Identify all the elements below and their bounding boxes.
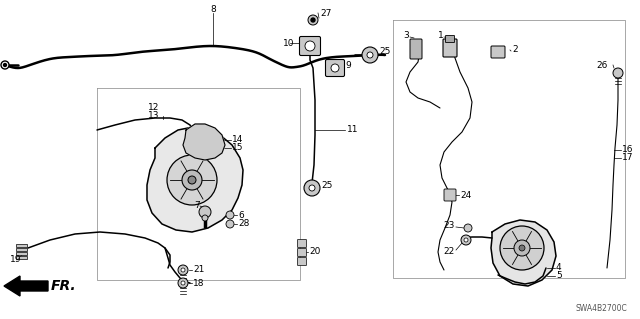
FancyBboxPatch shape — [445, 35, 454, 42]
FancyBboxPatch shape — [300, 36, 321, 56]
Text: 1: 1 — [438, 32, 444, 41]
FancyBboxPatch shape — [326, 60, 344, 77]
Circle shape — [181, 268, 185, 272]
Polygon shape — [491, 220, 556, 286]
Circle shape — [226, 211, 234, 219]
Circle shape — [304, 180, 320, 196]
Circle shape — [3, 63, 6, 66]
Circle shape — [464, 224, 472, 232]
Circle shape — [181, 281, 185, 285]
Text: 24: 24 — [460, 190, 471, 199]
Circle shape — [308, 15, 318, 25]
FancyBboxPatch shape — [16, 252, 27, 255]
FancyBboxPatch shape — [444, 189, 456, 201]
Text: 8: 8 — [210, 5, 216, 14]
Circle shape — [305, 41, 315, 51]
Circle shape — [309, 185, 315, 191]
FancyBboxPatch shape — [443, 39, 457, 57]
Circle shape — [500, 226, 544, 270]
Text: 14: 14 — [232, 136, 243, 145]
FancyBboxPatch shape — [298, 240, 307, 248]
Circle shape — [331, 64, 339, 72]
Text: 10: 10 — [283, 39, 294, 48]
FancyBboxPatch shape — [298, 257, 307, 265]
Circle shape — [188, 176, 196, 184]
Circle shape — [178, 265, 188, 275]
FancyBboxPatch shape — [16, 244, 27, 247]
Text: 23: 23 — [444, 221, 455, 231]
FancyBboxPatch shape — [16, 256, 27, 259]
Circle shape — [464, 238, 468, 242]
Text: 3: 3 — [403, 32, 409, 41]
Text: 28: 28 — [238, 219, 250, 228]
Text: 6: 6 — [238, 211, 244, 219]
FancyBboxPatch shape — [491, 46, 505, 58]
Polygon shape — [183, 124, 225, 160]
Polygon shape — [147, 127, 243, 232]
Text: 27: 27 — [320, 9, 332, 18]
Circle shape — [514, 240, 530, 256]
Circle shape — [199, 206, 211, 218]
Text: 20: 20 — [309, 248, 321, 256]
FancyBboxPatch shape — [298, 249, 307, 256]
Circle shape — [182, 170, 202, 190]
Text: 15: 15 — [232, 144, 243, 152]
Circle shape — [311, 18, 315, 22]
Text: FR.: FR. — [51, 279, 77, 293]
Circle shape — [461, 235, 471, 245]
Text: SWA4B2700C: SWA4B2700C — [575, 304, 627, 313]
Text: 18: 18 — [193, 278, 205, 287]
Text: 4: 4 — [556, 263, 562, 272]
Circle shape — [1, 61, 9, 69]
Circle shape — [202, 215, 208, 221]
Text: 16: 16 — [622, 145, 634, 154]
Circle shape — [613, 68, 623, 78]
Text: 9: 9 — [345, 61, 351, 70]
Polygon shape — [4, 276, 48, 296]
Circle shape — [226, 220, 234, 228]
Text: 25: 25 — [379, 48, 390, 56]
Text: 5: 5 — [556, 271, 562, 280]
Circle shape — [519, 245, 525, 251]
Text: 19: 19 — [10, 256, 22, 264]
Circle shape — [367, 52, 373, 58]
Text: 13: 13 — [148, 112, 159, 121]
Text: 2: 2 — [512, 46, 518, 55]
Circle shape — [362, 47, 378, 63]
Text: 11: 11 — [347, 125, 358, 135]
Text: 21: 21 — [193, 265, 204, 275]
Text: 26: 26 — [596, 61, 608, 70]
Text: 22: 22 — [444, 248, 455, 256]
Circle shape — [167, 155, 217, 205]
FancyBboxPatch shape — [16, 248, 27, 251]
Text: 17: 17 — [622, 153, 634, 162]
FancyBboxPatch shape — [410, 39, 422, 59]
Text: 25: 25 — [321, 181, 332, 189]
Circle shape — [178, 278, 188, 288]
Text: 12: 12 — [148, 103, 159, 113]
Text: 7: 7 — [195, 201, 200, 210]
